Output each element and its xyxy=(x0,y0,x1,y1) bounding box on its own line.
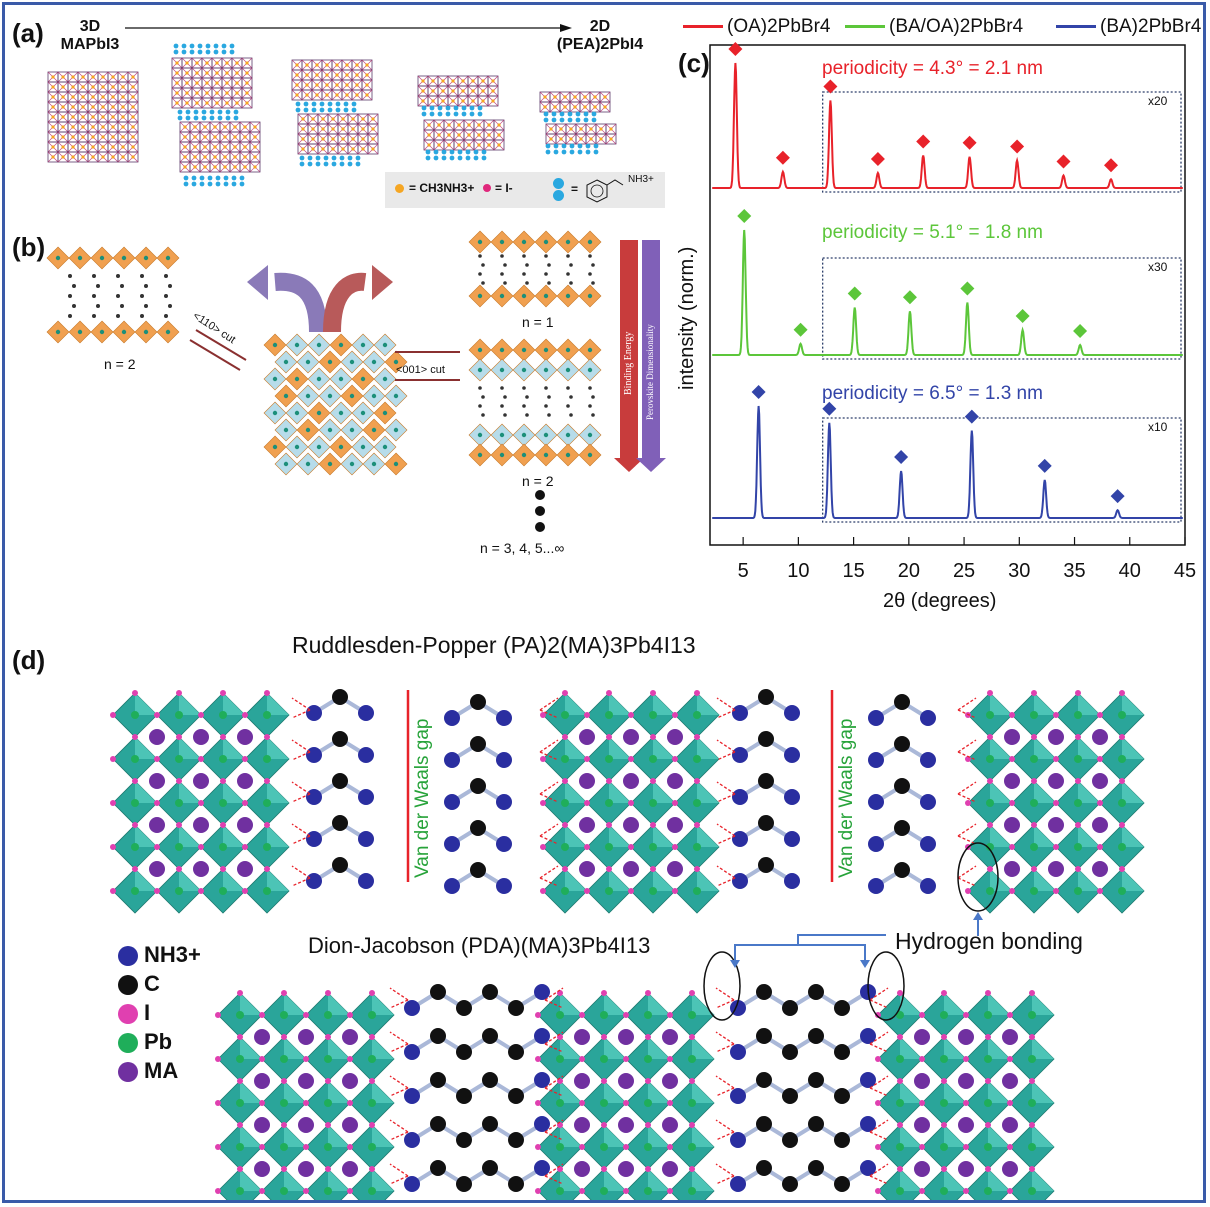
panel-a-2d-label: 2D (PEA)2PbI4 xyxy=(556,18,644,53)
panel-d-label: (d) xyxy=(12,645,46,675)
x-tick-label: 35 xyxy=(1063,560,1085,582)
panel-a-graphic xyxy=(47,24,617,187)
b-left-n2: n = 2 xyxy=(104,356,136,372)
panel-b-label: (b) xyxy=(12,232,46,262)
peak-marker xyxy=(1010,139,1025,154)
peak-marker xyxy=(1015,309,1030,323)
b-right-n1: n = 1 xyxy=(522,314,554,330)
legend-ba-oa-line xyxy=(845,25,885,29)
xrd-chart: 5 10 15 20 25 30 35 40 45 xyxy=(709,42,1196,582)
series-line xyxy=(712,62,1183,189)
iodine-ball-icon xyxy=(118,1004,138,1025)
peak-marker xyxy=(728,42,743,56)
panel-a-3d-label: 3D MAPbI3 xyxy=(60,18,120,53)
c-zoom-oa: x20 xyxy=(1148,94,1168,108)
x-tick-label: 5 xyxy=(738,560,749,582)
vdw-gap-label-2: Van der Waals gap xyxy=(836,718,857,878)
iodide-dot-icon xyxy=(483,184,491,192)
bar-perovskite-dimensionality: Perovskite Dimensionality xyxy=(645,324,655,420)
peak-marker xyxy=(823,79,838,94)
zoom-box xyxy=(822,91,1182,193)
key-c: C xyxy=(118,969,201,998)
zoom-box xyxy=(822,257,1182,360)
c-zoom-ba: x10 xyxy=(1148,420,1168,434)
peak-marker xyxy=(894,449,909,464)
peak-marker xyxy=(775,150,790,165)
peak-marker xyxy=(1110,489,1125,504)
peak-marker xyxy=(1103,158,1118,173)
xrd-plot-frame xyxy=(709,44,1186,546)
b-right-more: n = 3, 4, 5...∞ xyxy=(480,540,565,556)
key-nh3: NH3+ xyxy=(118,940,201,969)
series-line xyxy=(712,229,1183,356)
peak-marker xyxy=(1037,458,1052,473)
cut-001-label: <001> cut xyxy=(396,364,445,376)
panel-c-label: (c) xyxy=(678,48,710,78)
c-periodicity-ba-oa: periodicity = 5.1° = 1.8 nm xyxy=(822,222,1043,243)
peak-marker xyxy=(902,290,917,305)
lead-ball-icon xyxy=(118,1033,138,1054)
c-periodicity-ba: periodicity = 6.5° = 1.3 nm xyxy=(822,383,1043,404)
d-hbond-label: Hydrogen bonding xyxy=(895,928,1083,954)
peak-marker xyxy=(964,409,979,424)
benzene-icon xyxy=(586,179,624,203)
ma-dot-icon xyxy=(395,184,404,193)
carbon-ball-icon xyxy=(118,975,138,996)
atom-key: NH3+ C I Pb MA xyxy=(118,940,201,1085)
x-tick-label: 15 xyxy=(842,560,864,582)
peak-marker xyxy=(916,134,931,149)
zoom-box xyxy=(822,417,1182,523)
peak-marker xyxy=(870,152,885,166)
legend-ba-line xyxy=(1056,25,1096,29)
x-tick-label: 20 xyxy=(898,560,920,582)
peak-marker xyxy=(737,209,752,223)
key-pea-text: = xyxy=(571,182,579,196)
panel-b-graphic xyxy=(46,230,666,532)
x-tick-label: 30 xyxy=(1008,560,1030,582)
pea-dot-icon xyxy=(553,178,564,189)
nh3-ball-icon xyxy=(118,946,138,967)
panel-a-label: (a) xyxy=(12,18,44,48)
key-ma-text: = CH3NH3+ xyxy=(409,181,475,195)
b-right-n2: n = 2 xyxy=(522,473,554,489)
peak-marker xyxy=(847,286,862,301)
key-iodide-text: = I- xyxy=(495,181,513,195)
c-xlabel: 2θ (degrees) xyxy=(883,590,997,612)
legend-ba-oa: (BA/OA)2PbBr4 xyxy=(845,16,1023,38)
c-zoom-ba-oa: x30 xyxy=(1148,260,1168,274)
key-ma: MA xyxy=(118,1056,201,1085)
d-title-rp: Ruddlesden-Popper (PA)2(MA)3Pb4I13 xyxy=(292,632,696,658)
peak-marker xyxy=(822,401,837,416)
peak-marker xyxy=(1073,324,1088,338)
peak-marker xyxy=(962,135,977,150)
d-title-dj: Dion-Jacobson (PDA)(MA)3Pb4I13 xyxy=(308,933,651,958)
peak-marker xyxy=(793,322,808,337)
x-tick-label: 40 xyxy=(1119,560,1141,582)
bar-binding-energy: Binding Energy xyxy=(623,331,634,395)
legend-ba: (BA)2PbBr4 xyxy=(1056,16,1206,38)
peak-marker xyxy=(960,281,975,296)
legend-oa: (OA)2PbBr4 xyxy=(683,16,830,38)
c-periodicity-oa: periodicity = 4.3° = 2.1 nm xyxy=(822,58,1043,79)
panel-a-key: = CH3NH3+ = I- = NH3+ xyxy=(385,172,665,208)
x-tick-label: 45 xyxy=(1174,560,1196,582)
peak-marker xyxy=(1056,154,1071,169)
x-tick-label: 25 xyxy=(953,560,975,582)
panel-d-graphic xyxy=(110,689,1145,1200)
key-i: I xyxy=(118,998,201,1027)
legend-oa-line xyxy=(683,25,723,29)
vdw-gap-label-1: Van der Waals gap xyxy=(412,718,433,878)
peak-marker xyxy=(751,385,766,399)
series-line xyxy=(712,405,1183,519)
key-pb: Pb xyxy=(118,1027,201,1056)
c-ylabel: intensity (norm.) xyxy=(676,246,698,390)
ma-ball-icon xyxy=(118,1062,138,1083)
x-tick-label: 10 xyxy=(787,560,809,582)
key-nh3-text: NH3+ xyxy=(628,174,654,185)
